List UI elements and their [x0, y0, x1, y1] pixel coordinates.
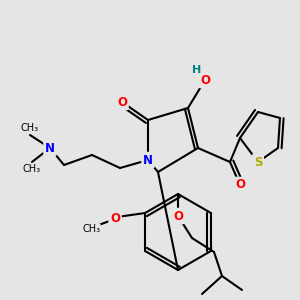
Text: CH₃: CH₃ [23, 164, 41, 174]
Text: CH₃: CH₃ [21, 123, 39, 133]
Text: H: H [192, 65, 202, 75]
Text: O: O [173, 209, 183, 223]
Text: O: O [200, 74, 210, 86]
Text: O: O [235, 178, 245, 191]
Text: CH₃: CH₃ [82, 224, 100, 234]
Text: N: N [143, 154, 153, 166]
Text: O: O [117, 95, 127, 109]
Text: O: O [110, 212, 120, 226]
Text: S: S [254, 155, 262, 169]
Text: N: N [45, 142, 55, 154]
